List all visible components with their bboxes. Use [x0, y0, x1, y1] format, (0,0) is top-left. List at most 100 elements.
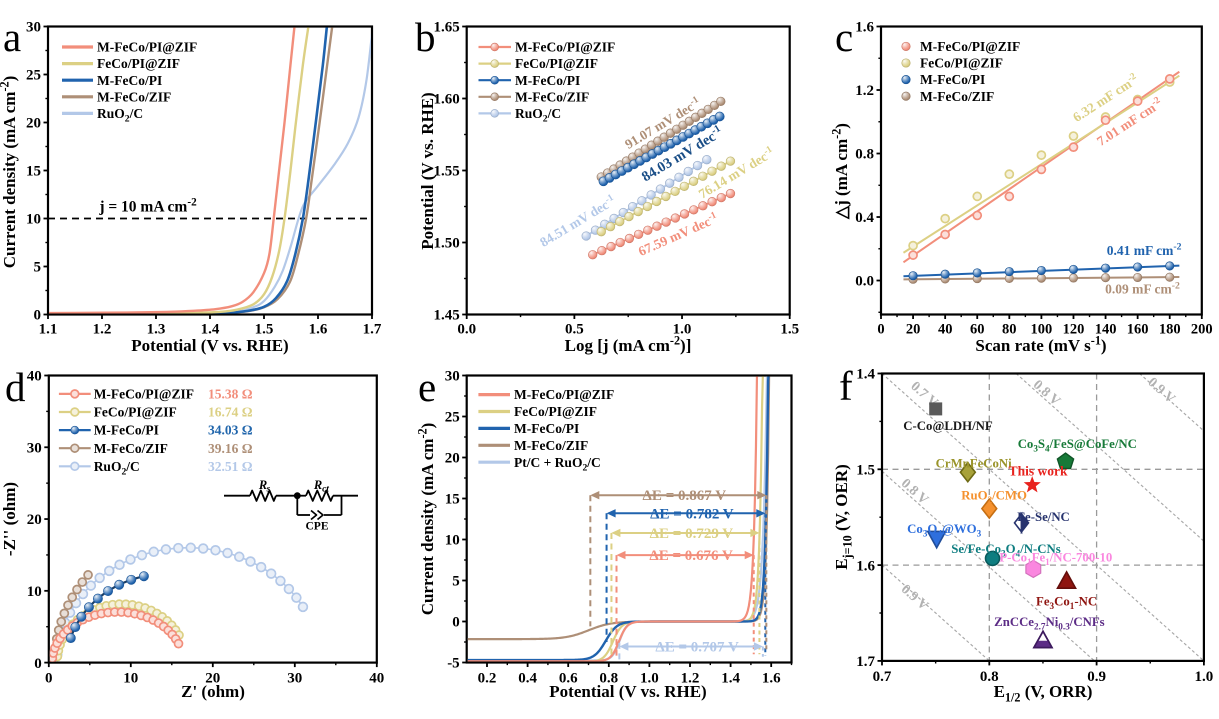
- svg-text:39.16 Ω: 39.16 Ω: [208, 441, 253, 456]
- svg-text:200: 200: [1191, 322, 1213, 338]
- svg-text:1.4: 1.4: [721, 671, 740, 687]
- svg-text:40: 40: [27, 369, 42, 385]
- svg-text:FeCo/PI@ZIF: FeCo/PI@ZIF: [515, 56, 598, 71]
- svg-text:1.7: 1.7: [856, 654, 875, 670]
- svg-text:1.0: 1.0: [673, 322, 692, 338]
- svg-text:ΔE = 0.676 V: ΔE = 0.676 V: [649, 548, 733, 564]
- svg-text:M-FeCo/PI: M-FeCo/PI: [97, 73, 162, 88]
- svg-text:b: b: [415, 14, 436, 60]
- svg-text:M-FeCo/PI@ZIF: M-FeCo/PI@ZIF: [94, 387, 194, 402]
- svg-text:1.5: 1.5: [255, 322, 274, 338]
- svg-text:Pt/C + RuO2/C: Pt/C + RuO2/C: [514, 455, 601, 474]
- svg-text:1.0: 1.0: [640, 671, 659, 687]
- svg-text:FeCo/PI@ZIF: FeCo/PI@ZIF: [97, 56, 180, 71]
- svg-text:0.6: 0.6: [559, 671, 578, 687]
- svg-text:10: 10: [445, 533, 460, 549]
- svg-text:Potential (V vs. RHE): Potential (V vs. RHE): [418, 92, 437, 249]
- svg-text:34.03 Ω: 34.03 Ω: [208, 423, 253, 438]
- svg-text:0.5: 0.5: [565, 322, 584, 338]
- svg-text:ΔE = 0.707 V: ΔE = 0.707 V: [655, 640, 739, 656]
- svg-text:Co3O4@WO3: Co3O4@WO3: [907, 522, 981, 539]
- svg-text:R: R: [313, 478, 322, 492]
- svg-text:ΔE = 0.782 V: ΔE = 0.782 V: [650, 506, 734, 522]
- svg-text:0.8: 0.8: [980, 669, 999, 685]
- svg-text:M-FeCo/PI@ZIF: M-FeCo/PI@ZIF: [920, 39, 1020, 54]
- svg-text:M-FeCo/PI: M-FeCo/PI: [94, 423, 159, 438]
- svg-text:0.4: 0.4: [855, 210, 874, 226]
- svg-text:a: a: [3, 14, 21, 60]
- svg-text:ct: ct: [322, 485, 329, 495]
- svg-text:0.7: 0.7: [873, 669, 892, 685]
- svg-text:0.09 mF cm-2: 0.09 mF cm-2: [1105, 280, 1180, 296]
- svg-text:RuO2/C: RuO2/C: [94, 459, 140, 478]
- svg-text:1.45: 1.45: [433, 308, 459, 324]
- svg-text:j = 10 mA cm-2: j = 10 mA cm-2: [98, 197, 197, 216]
- svg-text:120: 120: [1063, 322, 1085, 338]
- svg-text:5: 5: [452, 574, 460, 590]
- svg-text:RuO2/C: RuO2/C: [97, 106, 143, 125]
- svg-text:Scan rate (mV s-1): Scan rate (mV s-1): [975, 334, 1106, 356]
- svg-text:1.3: 1.3: [147, 322, 166, 338]
- svg-text:1.7: 1.7: [363, 322, 382, 338]
- svg-text:15: 15: [26, 164, 41, 180]
- svg-text:Potential (V vs. RHE): Potential (V vs. RHE): [131, 336, 288, 355]
- svg-text:20: 20: [906, 322, 921, 338]
- svg-text:0.0: 0.0: [457, 322, 476, 338]
- svg-text:140: 140: [1095, 322, 1117, 338]
- svg-text:20: 20: [27, 512, 42, 528]
- svg-text:E1/2 (V, ORR): E1/2 (V, ORR): [994, 682, 1093, 705]
- svg-text:FeCo/PI@ZIF: FeCo/PI@ZIF: [920, 56, 1003, 71]
- svg-text:30: 30: [27, 441, 42, 457]
- svg-text:Z' (ohm): Z' (ohm): [181, 682, 245, 701]
- svg-text:1.6: 1.6: [309, 322, 328, 338]
- svg-text:1.2: 1.2: [855, 83, 874, 99]
- svg-text:M-FeCo/ZIF: M-FeCo/ZIF: [515, 89, 589, 104]
- svg-text:FeCo/PI@ZIF: FeCo/PI@ZIF: [514, 404, 597, 419]
- svg-text:25: 25: [445, 410, 460, 426]
- svg-text:-Z'' (ohm): -Z'' (ohm): [0, 482, 19, 556]
- svg-text:10: 10: [26, 212, 41, 228]
- svg-text:C-Co@LDH/NF: C-Co@LDH/NF: [903, 419, 993, 433]
- svg-text:c: c: [835, 14, 853, 60]
- svg-text:0: 0: [877, 322, 884, 338]
- svg-text:0.8: 0.8: [599, 671, 618, 687]
- svg-text:Ej=10 (V, OER): Ej=10 (V, OER): [832, 464, 855, 570]
- svg-text:1.5: 1.5: [856, 463, 875, 479]
- svg-text:1.6: 1.6: [855, 20, 874, 36]
- svg-text:e: e: [418, 364, 436, 410]
- svg-text:1.55: 1.55: [433, 164, 459, 180]
- svg-text:1.0: 1.0: [1195, 669, 1214, 685]
- svg-text:1.50: 1.50: [433, 236, 459, 252]
- svg-text:30: 30: [287, 671, 302, 687]
- svg-text:0: 0: [452, 615, 460, 631]
- svg-text:P-Co1Fe1/NC-700-10: P-Co1Fe1/NC-700-10: [999, 550, 1112, 567]
- svg-text:s: s: [266, 485, 271, 495]
- svg-text:M-FeCo/ZIF: M-FeCo/ZIF: [514, 438, 588, 453]
- svg-text:d: d: [5, 364, 26, 410]
- svg-text:M-FeCo/PI: M-FeCo/PI: [515, 73, 580, 88]
- svg-text:1.65: 1.65: [433, 20, 459, 36]
- svg-text:180: 180: [1159, 322, 1181, 338]
- svg-text:60: 60: [970, 322, 985, 338]
- svg-text:32.51 Ω: 32.51 Ω: [208, 459, 253, 474]
- svg-text:1.6: 1.6: [762, 671, 781, 687]
- svg-text:5: 5: [34, 260, 42, 276]
- svg-text:20: 20: [26, 116, 41, 132]
- svg-text:100: 100: [1031, 322, 1053, 338]
- svg-text:M-FeCo/ZIF: M-FeCo/ZIF: [920, 89, 994, 104]
- svg-text:40: 40: [369, 671, 384, 687]
- svg-text:1.4: 1.4: [201, 322, 220, 338]
- svg-text:Se/Fe-Co3O4/N-CNs: Se/Fe-Co3O4/N-CNs: [951, 542, 1060, 559]
- svg-text:160: 160: [1127, 322, 1149, 338]
- svg-text:f: f: [839, 363, 853, 409]
- svg-text:0.0: 0.0: [855, 274, 874, 290]
- svg-text:10: 10: [123, 671, 138, 687]
- svg-text:0: 0: [45, 671, 53, 687]
- svg-text:0.2: 0.2: [478, 671, 497, 687]
- svg-text:M-FeCo/ZIF: M-FeCo/ZIF: [97, 89, 171, 104]
- svg-text:25: 25: [26, 68, 41, 84]
- svg-text:0: 0: [34, 308, 42, 324]
- svg-text:This work: This work: [1009, 464, 1068, 479]
- svg-text:0.4: 0.4: [518, 671, 537, 687]
- svg-text:M-FeCo/PI: M-FeCo/PI: [514, 421, 579, 436]
